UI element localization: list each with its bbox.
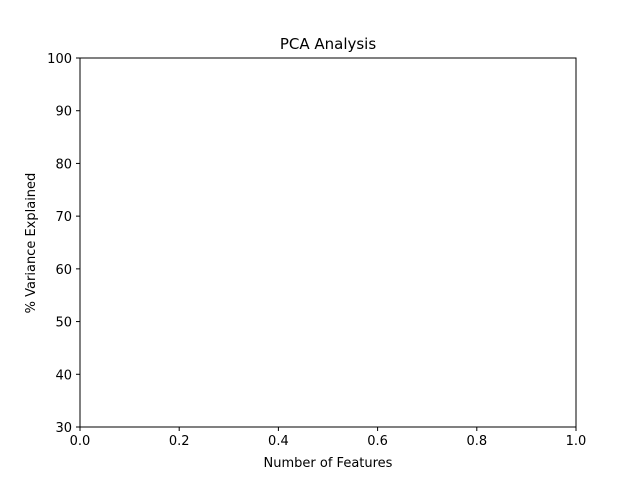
x-tick-label: 1.0 bbox=[566, 434, 587, 449]
y-tick-label: 30 bbox=[55, 421, 72, 436]
y-tick-label: 60 bbox=[55, 263, 72, 278]
chart-title: PCA Analysis bbox=[280, 35, 377, 53]
plot-area-frame bbox=[79, 57, 577, 428]
x-tick-label: 0.4 bbox=[268, 434, 289, 449]
x-tick-label: 0.6 bbox=[367, 434, 388, 449]
y-tick-label: 100 bbox=[47, 52, 72, 67]
y-axis: 30 40 50 60 70 80 90 100 bbox=[47, 52, 80, 436]
y-tick-label: 80 bbox=[55, 157, 72, 172]
x-axis-label: Number of Features bbox=[264, 456, 393, 471]
y-axis-label: % Variance Explained bbox=[24, 173, 39, 314]
x-tick-label: 0.2 bbox=[169, 434, 190, 449]
x-tick-label: 0.0 bbox=[70, 434, 91, 449]
x-tick-label: 0.8 bbox=[466, 434, 487, 449]
y-tick-label: 40 bbox=[55, 368, 72, 383]
x-axis: 0.0 0.2 0.4 0.6 0.8 1.0 bbox=[70, 427, 587, 449]
y-tick-label: 70 bbox=[55, 210, 72, 225]
y-tick-label: 50 bbox=[55, 316, 72, 331]
y-tick-label: 90 bbox=[55, 105, 72, 120]
